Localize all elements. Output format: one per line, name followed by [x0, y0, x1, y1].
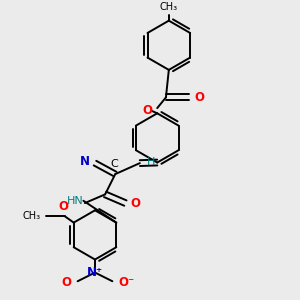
Text: O: O	[194, 91, 204, 104]
Text: O: O	[130, 196, 141, 210]
Text: O⁻: O⁻	[118, 276, 134, 289]
Text: CH₃: CH₃	[22, 211, 40, 221]
Text: O: O	[142, 104, 152, 118]
Text: N: N	[80, 155, 90, 168]
Text: C: C	[110, 159, 118, 169]
Text: O: O	[62, 276, 72, 289]
Text: CH₃: CH₃	[160, 2, 178, 12]
Text: H: H	[147, 157, 155, 167]
Text: HN: HN	[67, 196, 83, 206]
Text: N⁺: N⁺	[87, 266, 103, 279]
Text: O: O	[58, 200, 68, 213]
